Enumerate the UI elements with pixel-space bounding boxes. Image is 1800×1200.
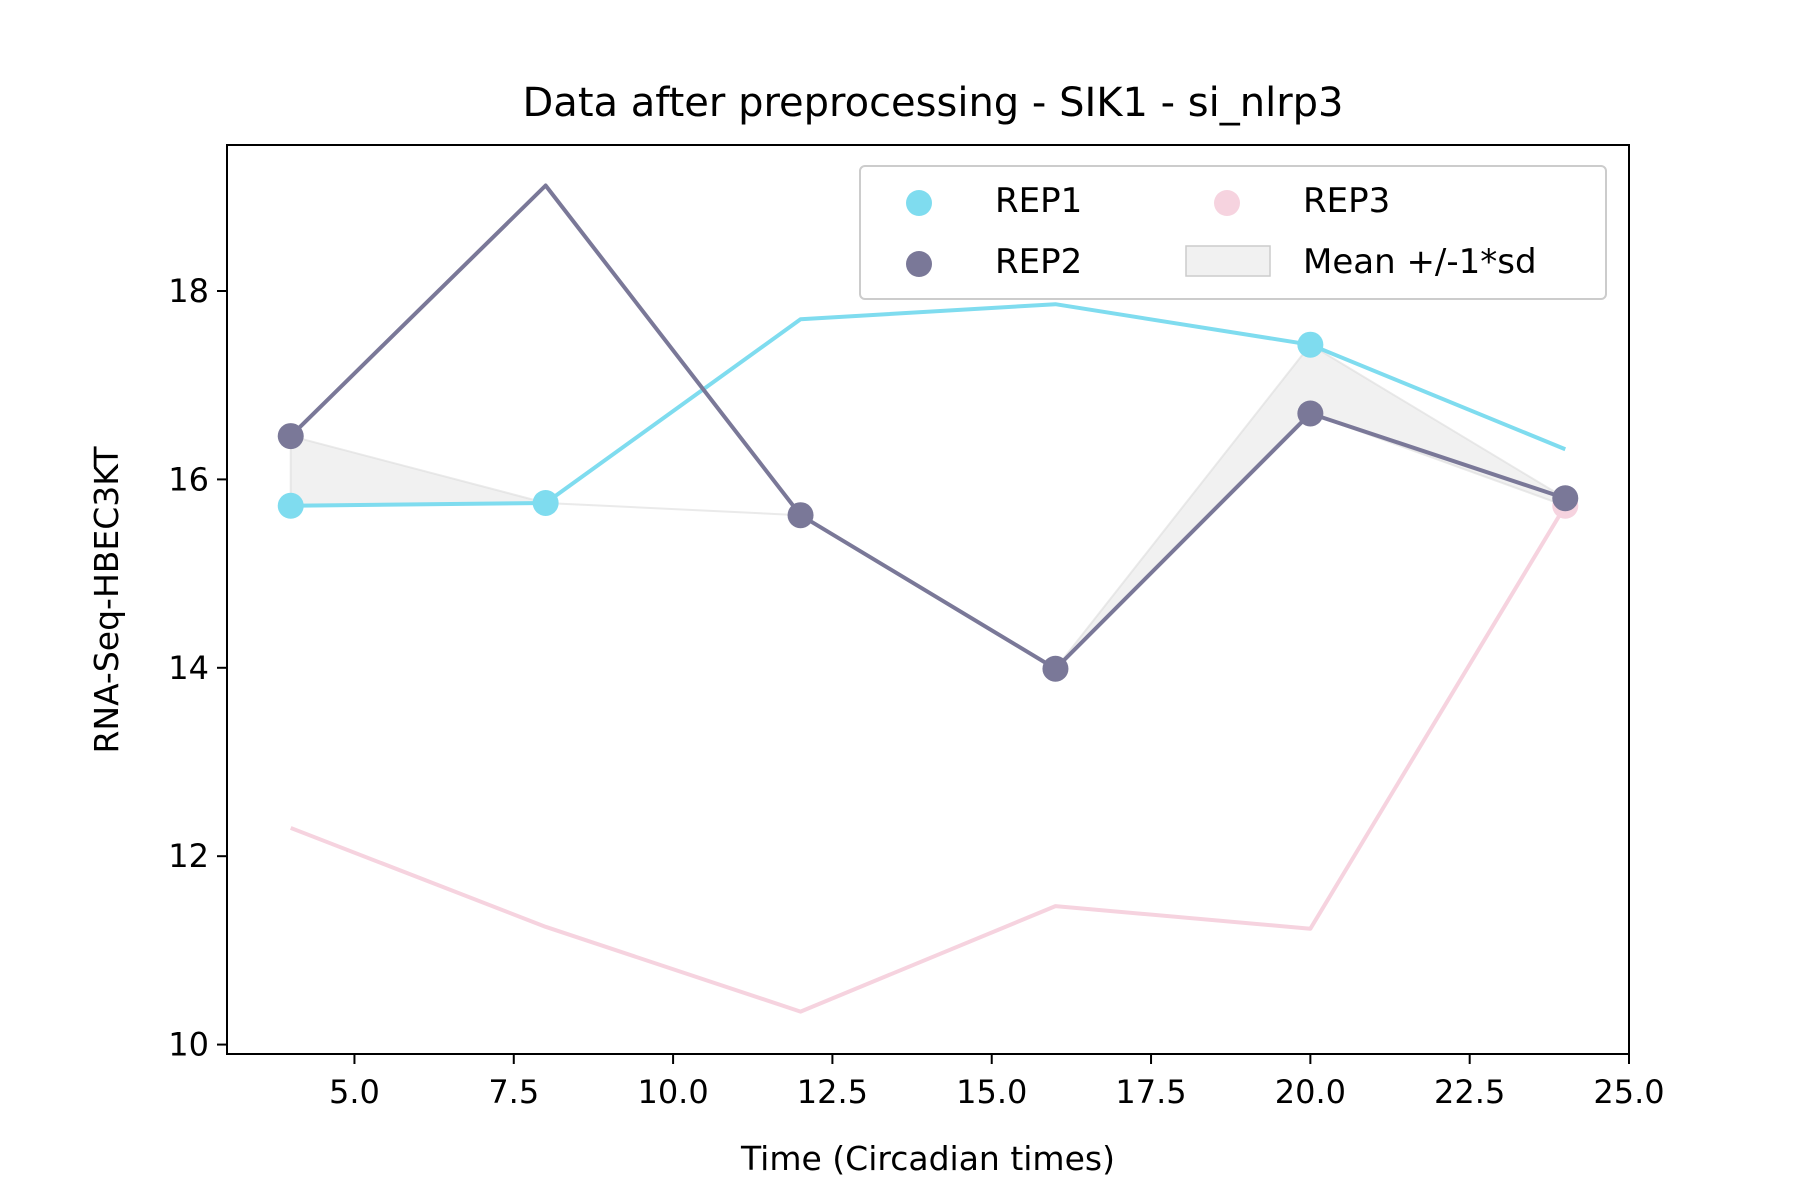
x-tick-label: 15.0 (956, 1073, 1027, 1111)
legend-marker-rep3 (1214, 190, 1240, 216)
legend-marker-rep1 (906, 190, 932, 216)
y-axis-label: RNA-Seq-HBEC3KT (87, 446, 126, 754)
y-tick-label: 18 (168, 272, 209, 310)
legend: REP1 REP2 REP3 Mean +/-1*sd (859, 165, 1607, 300)
data-point-rep2 (277, 423, 304, 450)
x-tick-label: 22.5 (1434, 1073, 1505, 1111)
x-tick-label: 17.5 (1115, 1073, 1186, 1111)
x-tick-label: 7.5 (488, 1073, 539, 1111)
legend-marker-band (1185, 245, 1271, 277)
legend-label-rep2: REP2 (995, 242, 1082, 282)
x-tick-label: 20.0 (1275, 1073, 1346, 1111)
chart-title: Data after preprocessing - SIK1 - si_nlr… (523, 80, 1344, 126)
legend-label-rep3: REP3 (1303, 181, 1390, 221)
y-axis: 10 12 14 16 18 (168, 272, 227, 1064)
legend-marker-rep2 (906, 251, 932, 277)
x-tick-label: 10.0 (637, 1073, 708, 1111)
data-point-rep1 (277, 492, 304, 519)
x-tick-label: 12.5 (797, 1073, 868, 1111)
series-line-rep1 (290, 302, 1567, 508)
x-tick-label: 25.0 (1593, 1073, 1664, 1111)
data-point-rep1 (1297, 331, 1324, 358)
x-axis: 5.0 7.5 10.0 12.5 15.0 17.5 20.0 22.5 25.0 (329, 1054, 1665, 1111)
data-point-rep2 (1042, 655, 1069, 682)
y-tick-label: 14 (168, 649, 209, 687)
legend-label-rep1: REP1 (995, 181, 1082, 221)
y-tick-label: 10 (168, 1026, 209, 1064)
legend-frame (859, 165, 1607, 300)
plot-frame (226, 144, 1630, 1055)
y-tick-label: 12 (168, 837, 209, 875)
x-axis-label: Time (Circadian times) (740, 1139, 1115, 1178)
data-point-rep2 (1552, 485, 1579, 512)
series-line-rep3 (290, 504, 1567, 1014)
band-area (289, 343, 1567, 671)
plot-area (277, 183, 1579, 1014)
legend-label-band: Mean +/-1*sd (1303, 242, 1537, 282)
data-point-rep2 (787, 502, 814, 529)
data-point-rep2 (1297, 400, 1324, 427)
series-line-rep2 (289, 183, 1566, 671)
y-tick-label: 16 (168, 460, 209, 498)
data-point-rep1 (532, 489, 559, 516)
x-tick-label: 5.0 (329, 1073, 380, 1111)
